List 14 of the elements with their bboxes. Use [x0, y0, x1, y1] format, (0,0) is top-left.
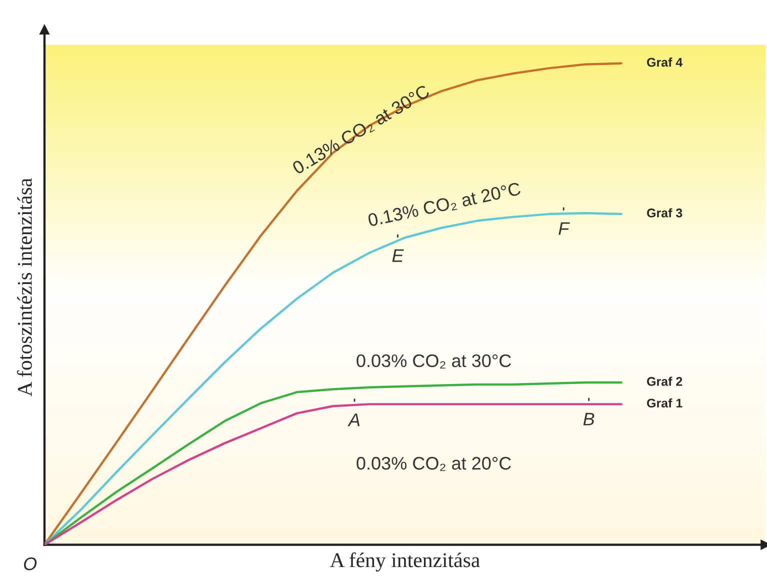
x-axis-title: A fény intenzitása: [330, 552, 480, 572]
annotation: 0.03% CO₂ at 30°C: [356, 354, 511, 369]
text: Graf 4: [647, 58, 683, 67]
annotation: 0.03% CO₂ at 20°C: [356, 456, 511, 472]
text: O: [24, 557, 37, 570]
annotation: A: [348, 414, 360, 426]
annotation: F: [558, 222, 570, 235]
annotation: B: [583, 412, 594, 426]
y-axis-title: A fotoszintézis intenzitása: [17, 178, 32, 396]
annotation: E: [392, 249, 404, 262]
text: Graf 3: [647, 208, 682, 218]
annotation: 0.13% CO₂ at 20°C: [368, 182, 522, 228]
text: Graf 2: [647, 376, 682, 386]
text: Graf 1: [647, 398, 682, 408]
